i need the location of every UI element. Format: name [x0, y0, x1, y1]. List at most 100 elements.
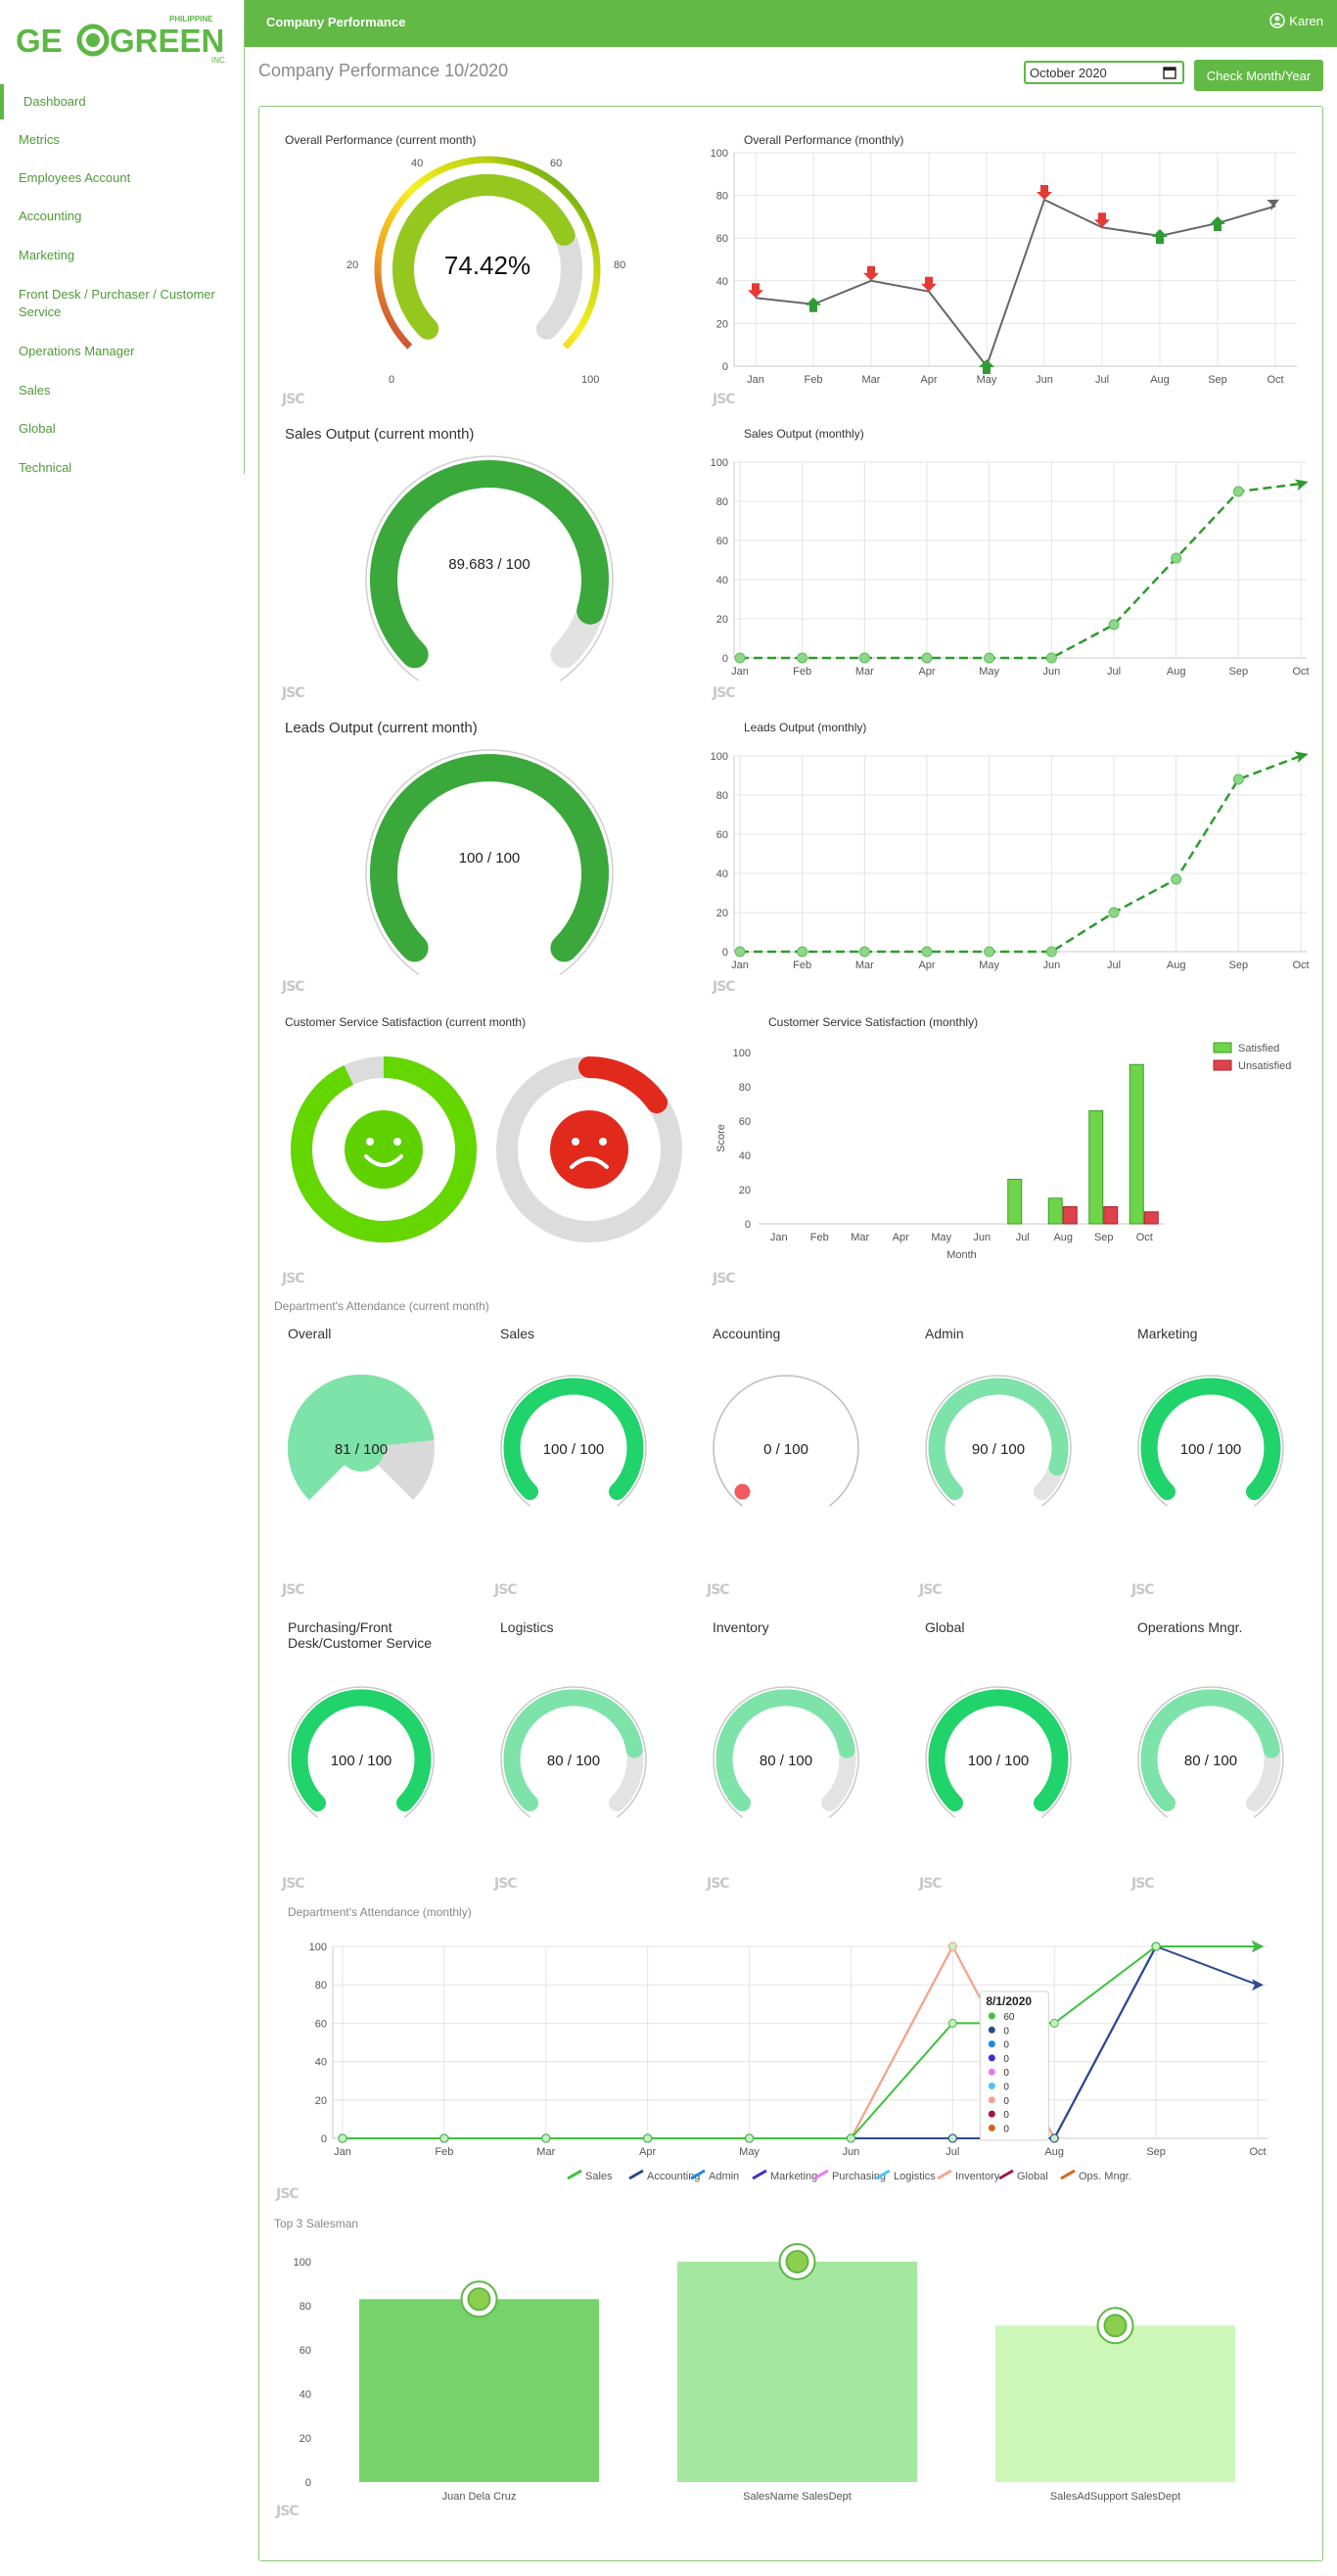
sales-gauge-title: Sales Output (current month) [285, 426, 475, 443]
attendance-gauge-label: Marketing [1137, 1326, 1198, 1341]
attendance-gauge: 81 / 100 [287, 1375, 435, 1500]
tooltip-value: 0 [1003, 2040, 1009, 2051]
attendance-gauge: 100 / 100 [1137, 1375, 1284, 1507]
tooltip-swatch [988, 2096, 995, 2104]
gauge-fill [1140, 1378, 1281, 1500]
tooltip-value: 0 [1003, 2124, 1009, 2134]
data-point [1151, 1942, 1161, 1951]
gauge-fill [715, 1689, 855, 1811]
y-tick-label: 60 [716, 829, 728, 841]
top-bar: Company Performance Karen [245, 0, 1337, 47]
x-tick-label: Jun [1036, 374, 1053, 386]
legend-swatch [1060, 2169, 1076, 2180]
x-tick-label: Oct [1267, 374, 1283, 386]
sidebar-item-operations-manager[interactable]: Operations Manager [19, 344, 135, 358]
unsatisfied-arc [578, 1056, 668, 1114]
sales-monthly-title: Sales Output (monthly) [744, 427, 864, 441]
gauge-outline [713, 1375, 859, 1507]
jsc-watermark: JSC [494, 1582, 518, 1598]
x-tick-label: Aug [1053, 1232, 1073, 1243]
data-point [1232, 773, 1244, 785]
up-arrow-marker [1210, 215, 1225, 231]
y-tick-label: 100 [711, 457, 728, 469]
globe-core [1103, 2314, 1128, 2338]
gauge-outline [288, 1686, 435, 1818]
jsc-watermark: JSC [713, 685, 736, 701]
legend-swatch [567, 2169, 582, 2180]
y-tick-label: 100 [294, 2257, 311, 2269]
attendance-gauge: 0 / 100 [713, 1375, 859, 1507]
sidebar-item-global[interactable]: Global [19, 421, 56, 436]
x-tick-label: Jun [973, 1232, 991, 1243]
sidebar-item-front-desk[interactable]: Front Desk / Purchaser / Customer Servic… [19, 287, 215, 319]
x-tick-label: Jul [1016, 1232, 1030, 1243]
x-tick-label: Oct [1136, 1232, 1153, 1243]
bar [1047, 1197, 1063, 1225]
attendance-gauge-label: Global [925, 1619, 965, 1635]
attendance-gauge-value: 100 / 100 [968, 1753, 1030, 1769]
sidebar-item-technical[interactable]: Technical [19, 460, 72, 475]
data-point [984, 652, 995, 664]
attendance-gauge-label: Accounting [713, 1326, 781, 1341]
x-tick-label: Jan [747, 374, 764, 386]
data-point [338, 2133, 347, 2143]
end-arrow-marker [1294, 479, 1309, 492]
attendance-gauge: 100 / 100 [288, 1686, 435, 1818]
y-tick-label: 0 [305, 2477, 311, 2489]
sidebar-item-marketing[interactable]: Marketing [19, 248, 75, 262]
sidebar-item-sales[interactable]: Sales [19, 383, 51, 398]
globe-logo-icon [460, 2280, 498, 2318]
data-point [846, 2133, 855, 2143]
data-point [797, 946, 808, 958]
user-menu[interactable]: Karen [1269, 13, 1323, 28]
legend-swatch [813, 2169, 829, 2180]
attendance-section-title: Department's Attendance (current month) [274, 1299, 489, 1313]
check-month-year-button[interactable]: Check Month/Year [1194, 60, 1323, 91]
bar [1129, 1063, 1144, 1225]
bar [359, 2299, 599, 2482]
gauge-outline [500, 1686, 647, 1818]
data-point [858, 946, 870, 958]
legend-label: Global [1017, 2171, 1048, 2182]
up-arrow-marker [806, 297, 821, 312]
bar [1103, 1206, 1119, 1225]
end-arrow-marker [1252, 1979, 1264, 1991]
end-arrow-marker [1267, 199, 1279, 211]
gauge-fill [503, 1689, 643, 1811]
gauge-fill [503, 1378, 644, 1500]
gauge-outline [925, 1686, 1072, 1818]
month-year-input[interactable] [1024, 61, 1184, 84]
gauge-tick: 20 [346, 259, 358, 271]
y-tick-label: 80 [739, 1082, 751, 1094]
svg-text:PHILIPPINE: PHILIPPINE [169, 15, 213, 23]
series-line [740, 754, 1302, 954]
smiley-icon [345, 1110, 423, 1189]
leads-output-gauge [365, 749, 614, 975]
attendance-gauge-label: Overall [288, 1326, 332, 1341]
gauge-tick: 60 [550, 158, 562, 169]
x-tick-label: Juan Dela Cruz [442, 2491, 517, 2503]
x-tick-label: Jun [1042, 666, 1060, 678]
attendance-gauge-value: 80 / 100 [1184, 1753, 1237, 1769]
sidebar-item-metrics[interactable]: Metrics [19, 132, 60, 147]
y-tick-label: 80 [716, 790, 728, 802]
calendar-icon[interactable] [1163, 66, 1176, 79]
dashboard-panel [258, 106, 1323, 2561]
svg-text:INC.: INC. [211, 56, 227, 65]
legend-label: Ops. Mngr. [1079, 2171, 1131, 2182]
y-tick-label: 60 [300, 2345, 311, 2357]
top-salesman-chart: 0 20 40 60 80 100 Juan Dela Cruz SalesName Sale… [294, 2243, 1235, 2503]
x-tick-label: Jan [731, 960, 749, 971]
data-point [858, 652, 870, 664]
sidebar-item-accounting[interactable]: Accounting [19, 209, 82, 223]
gauge-zero-marker [734, 1483, 751, 1500]
bar [1007, 1179, 1023, 1225]
sidebar-item-dashboard[interactable]: Dashboard [0, 84, 244, 119]
attendance-gauge-label: Logistics [500, 1619, 554, 1635]
sidebar-item-employees-account[interactable]: Employees Account [19, 170, 131, 185]
legend-label: Inventory [955, 2171, 1000, 2182]
gauge-fill [928, 1378, 1069, 1500]
jsc-watermark: JSC [282, 1582, 305, 1598]
data-point [947, 1942, 957, 1951]
series-line [343, 1945, 1258, 2139]
